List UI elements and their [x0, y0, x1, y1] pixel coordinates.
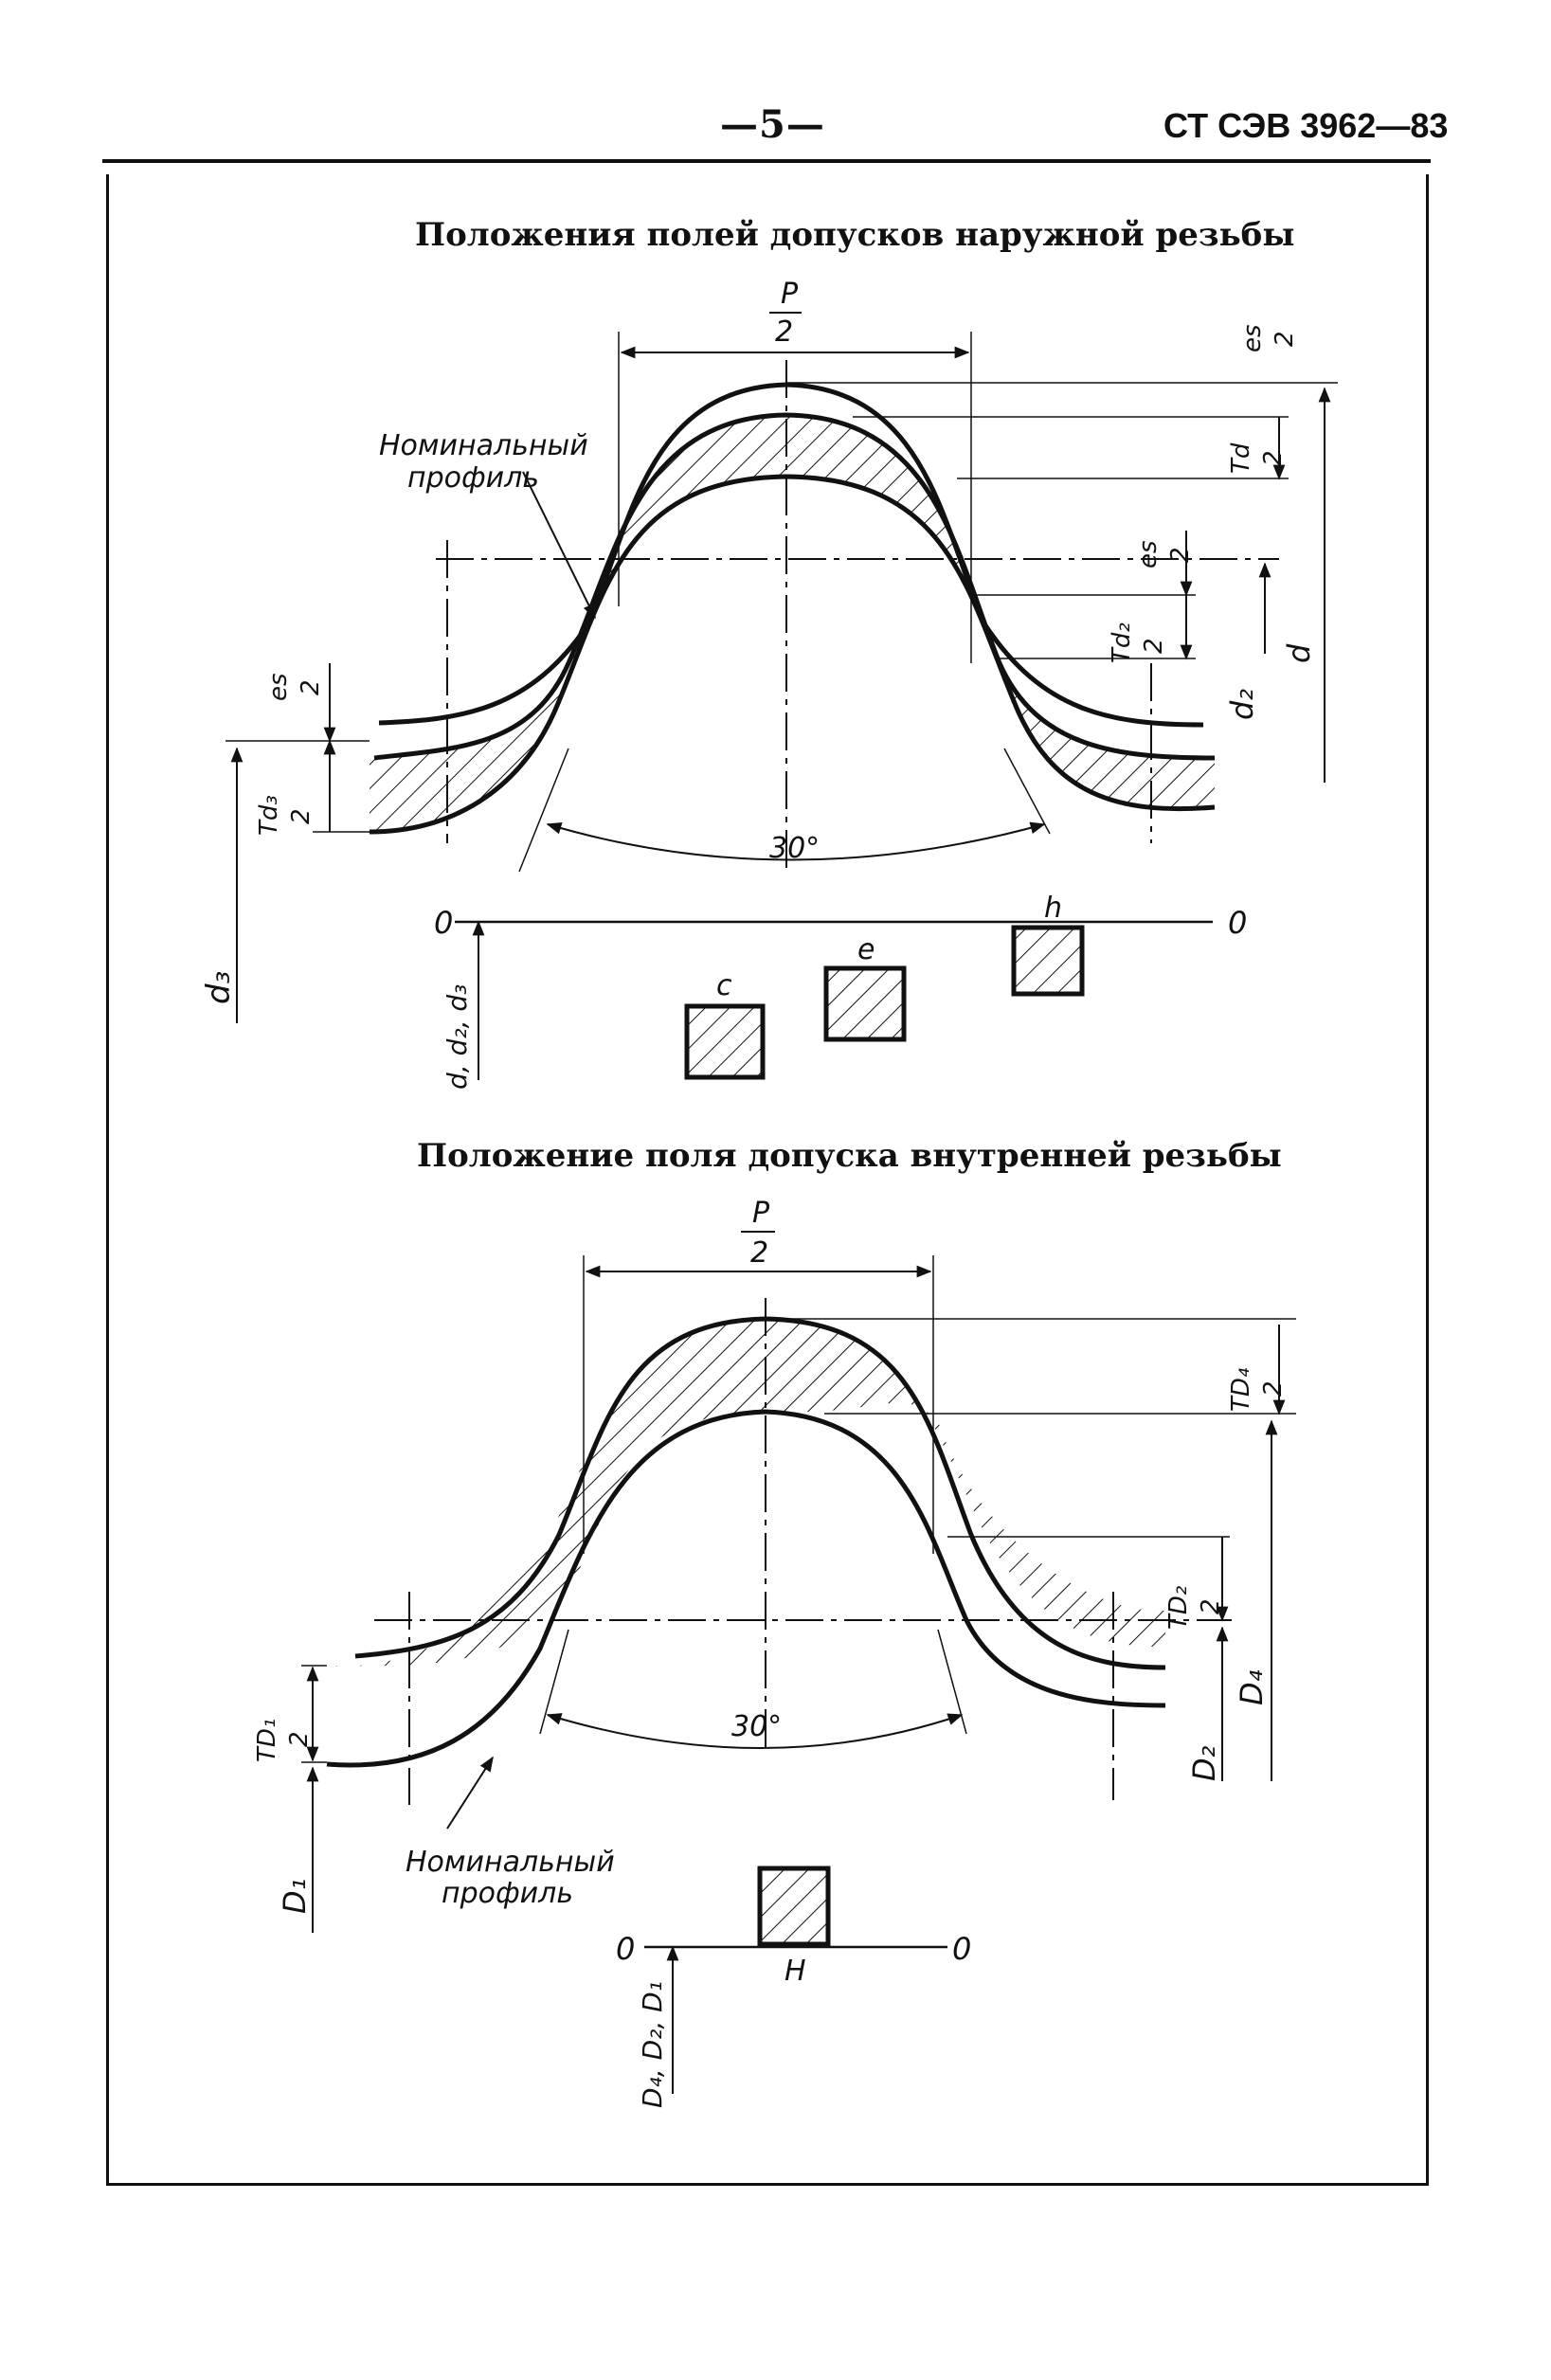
- label-td: Td: [1227, 442, 1255, 474]
- zero-label-right-ext: 0: [1228, 905, 1247, 941]
- label-td2-int: TD₂: [1164, 1586, 1193, 1630]
- tolerance-label-e: e: [857, 933, 875, 966]
- document-code: СТ СЭВ 3962—83: [1163, 106, 1449, 145]
- label-td2-den: 2: [1140, 638, 1168, 654]
- label-td1-den: 2: [285, 1731, 314, 1747]
- label-td3: Td₃: [255, 795, 283, 836]
- label-td2-int-den: 2: [1197, 1598, 1225, 1614]
- page-number: —5—: [720, 102, 825, 147]
- label-td4-den: 2: [1259, 1380, 1288, 1397]
- label-es-top: es: [1238, 324, 1267, 352]
- label-d3: d₃: [200, 971, 238, 1004]
- external-tolerance-band: [370, 415, 1215, 832]
- axis-label-int: D₄, D₂, D₁: [637, 1981, 668, 2108]
- internal-tolerance-band: [327, 1319, 1165, 1667]
- pitch-label-p-int: P: [752, 1197, 770, 1230]
- external-thread-figure: P 2 Номинальный профиль 30° es 2 Td 2 es…: [200, 278, 1338, 1090]
- nominal-profile-label-int-2: профиль: [442, 1877, 573, 1910]
- tolerance-label-c: c: [716, 969, 732, 1002]
- label-es-top-den: 2: [1271, 331, 1299, 347]
- nominal-profile-label-ext-1: Номинальный: [379, 429, 588, 462]
- label-es-left: es: [264, 673, 293, 701]
- label-td1: TD₁: [253, 1719, 281, 1762]
- label-td4: TD₄: [1227, 1367, 1255, 1412]
- label-es-left-den: 2: [297, 679, 325, 695]
- label-td3-den: 2: [287, 808, 316, 824]
- label-es-mid-den: 2: [1166, 547, 1195, 563]
- label-d2: d₂: [1224, 689, 1260, 720]
- internal-lower-profile: [326, 1409, 1166, 1768]
- label-D2: D₂: [1186, 1745, 1222, 1781]
- tolerance-label-H: H: [785, 1955, 806, 1988]
- nominal-profile-label-ext-2: профиль: [407, 461, 539, 495]
- internal-thread-figure: P 2 30° Номинальный профиль TD₄ 2 TD₂ 2 …: [253, 1197, 1296, 2108]
- angle-label-ext: 30°: [769, 832, 820, 865]
- tolerance-box-H: [757, 1866, 831, 1947]
- external-middle-profile: [373, 412, 1216, 761]
- zero-label-left-ext: 0: [434, 905, 453, 941]
- pitch-label-2-int: 2: [750, 1236, 768, 1270]
- label-D4: D₄: [1234, 1669, 1270, 1705]
- pitch-label-p-ext: P: [781, 278, 799, 311]
- header-rule: [102, 159, 1431, 163]
- label-td2: Td₂: [1108, 622, 1136, 663]
- page-frame: [106, 174, 1429, 2186]
- label-D1: D₁: [277, 1879, 313, 1914]
- angle-label-int: 30°: [731, 1710, 782, 1743]
- tolerance-box-h: [1011, 925, 1085, 997]
- tolerance-label-h: h: [1044, 892, 1062, 925]
- label-d: d: [1281, 643, 1317, 663]
- external-thread-title: Положения полей допусков наружной резьбы: [415, 216, 1295, 254]
- axis-label-ext: d, d₂, d₃: [442, 984, 473, 1090]
- pitch-label-2-ext: 2: [775, 316, 793, 349]
- tolerance-box-c: [684, 1003, 766, 1080]
- zero-label-right-int: 0: [952, 1931, 971, 1967]
- external-lower-profile: [369, 474, 1216, 835]
- label-td-den: 2: [1259, 450, 1288, 466]
- internal-thread-title: Положение поля допуска внутренней резьбы: [417, 1137, 1282, 1175]
- zero-label-left-int: 0: [616, 1931, 635, 1967]
- tolerance-box-e: [823, 965, 907, 1042]
- label-es-mid: es: [1134, 540, 1163, 568]
- nominal-profile-label-int-1: Номинальный: [406, 1846, 615, 1879]
